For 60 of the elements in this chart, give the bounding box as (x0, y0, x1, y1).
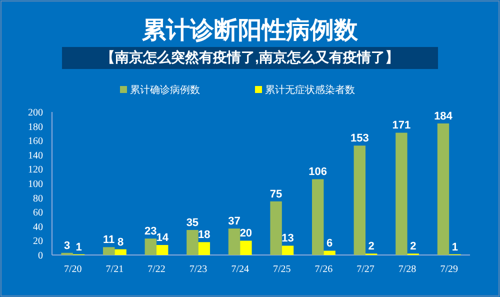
x-tick-label: 7/26 (314, 264, 333, 275)
data-label: 23 (144, 226, 157, 238)
y-tick-label: 160 (28, 136, 43, 148)
data-label: 35 (186, 216, 199, 229)
text: 【南京怎么突然有疫情了,南京怎么又有疫情了】 (101, 49, 399, 65)
x-tick-label: 7/29 (440, 264, 458, 275)
y-tick-label: 60 (33, 208, 43, 219)
bar (114, 249, 126, 255)
data-label: 1 (76, 241, 82, 254)
data-label: 184 (434, 110, 454, 122)
data-label: 1 (452, 241, 458, 254)
bar (437, 123, 450, 255)
y-tick-label: 0 (38, 250, 43, 262)
x-tick-label: 7/28 (398, 264, 416, 275)
bar (102, 247, 115, 255)
data-label: 171 (392, 120, 411, 132)
data-label: 13 (282, 232, 294, 245)
bar (324, 250, 336, 255)
bar (282, 246, 294, 255)
bar (198, 242, 210, 255)
data-label: 106 (308, 166, 328, 178)
data-label: 11 (103, 234, 115, 246)
x-tick-label: 7/21 (106, 264, 124, 275)
data-label: 6 (326, 238, 333, 250)
data-label: 2 (410, 240, 416, 253)
bar (354, 146, 366, 255)
y-tick-label: 40 (33, 222, 43, 233)
y-tick-label: 80 (33, 193, 43, 204)
y-tick-label: 20 (33, 236, 43, 248)
y-tick-label: 140 (28, 150, 43, 162)
y-tick-label: 120 (28, 164, 43, 176)
y-tick-label: 200 (28, 108, 43, 118)
x-tick-label: 7/23 (189, 264, 208, 275)
bar (156, 244, 168, 255)
bar (144, 238, 156, 255)
x-tick-label: 7/24 (231, 264, 249, 275)
bar (240, 240, 252, 255)
y-tick-label: 180 (28, 122, 43, 133)
data-label: 153 (350, 132, 369, 145)
x-tick-label: 7/22 (148, 264, 166, 275)
y-tick-label: 100 (28, 179, 43, 190)
x-tick-label: 7/25 (273, 264, 291, 275)
legend-label: 累计无症状感染者数 (265, 84, 355, 96)
legend-label: 累计确诊病例数 (130, 84, 200, 96)
data-label: 14 (156, 232, 170, 244)
x-tick-label: 7/27 (356, 264, 374, 275)
data-label: 3 (64, 240, 70, 252)
chart-title: 累计诊断阳性病例数 (141, 17, 359, 44)
bar (396, 132, 408, 255)
data-label: 20 (240, 228, 252, 240)
bar (270, 201, 282, 255)
bar (186, 230, 198, 255)
data-label: 37 (228, 216, 240, 228)
data-label: 8 (117, 236, 124, 248)
bar (312, 179, 324, 255)
bar (228, 228, 240, 255)
data-label: 18 (198, 229, 210, 242)
data-label: 75 (270, 188, 282, 200)
x-tick-label: 7/20 (64, 264, 82, 275)
data-label: 2 (368, 240, 374, 253)
